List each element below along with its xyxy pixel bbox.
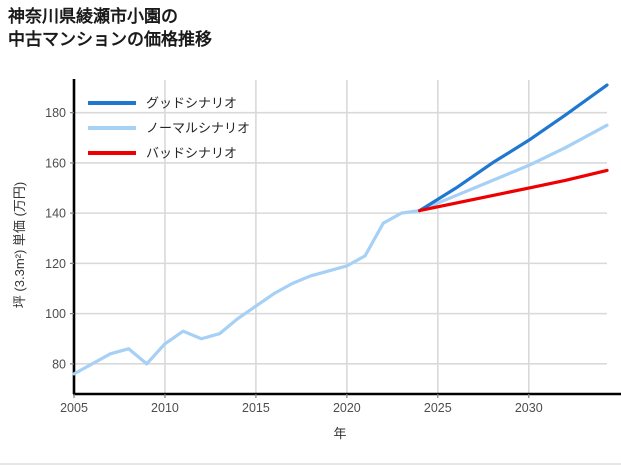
x-tick-label: 2025	[424, 401, 452, 415]
legend-label: バッドシナリオ	[146, 146, 237, 161]
x-axis-tick-labels: 2005 2010 2015 2020 2025 2030	[60, 401, 543, 415]
y-tick-label: 160	[45, 156, 66, 170]
y-tick-label: 140	[45, 207, 66, 221]
series-line-bad	[418, 168, 609, 213]
series-line-normal	[72, 123, 609, 376]
x-tick-label: 2020	[333, 401, 361, 415]
bottom-divider	[0, 463, 621, 465]
x-tick-label: 2005	[60, 401, 88, 415]
series-line-good	[418, 83, 609, 213]
chart-title: 神奈川県綾瀬市小園の 中古マンションの価格推移	[8, 7, 212, 49]
y-axis-tick-labels: 80 100 120 140 160 180	[45, 106, 66, 371]
y-tick-label: 120	[45, 257, 66, 271]
x-axis-title: 年	[333, 426, 346, 441]
tick-marks	[70, 112, 530, 398]
y-tick-label: 80	[52, 357, 66, 371]
data-series-lines	[72, 83, 609, 376]
y-axis-title: 坪 (3.3m²) 単価 (万円)	[12, 182, 27, 308]
legend-label: ノーマルシナリオ	[146, 121, 250, 136]
x-tick-label: 2030	[515, 401, 543, 415]
x-tick-label: 2015	[242, 401, 270, 415]
x-tick-label: 2010	[151, 401, 179, 415]
legend-label: グッドシナリオ	[146, 96, 237, 111]
y-tick-label: 180	[45, 106, 66, 120]
y-tick-label: 100	[45, 307, 66, 321]
